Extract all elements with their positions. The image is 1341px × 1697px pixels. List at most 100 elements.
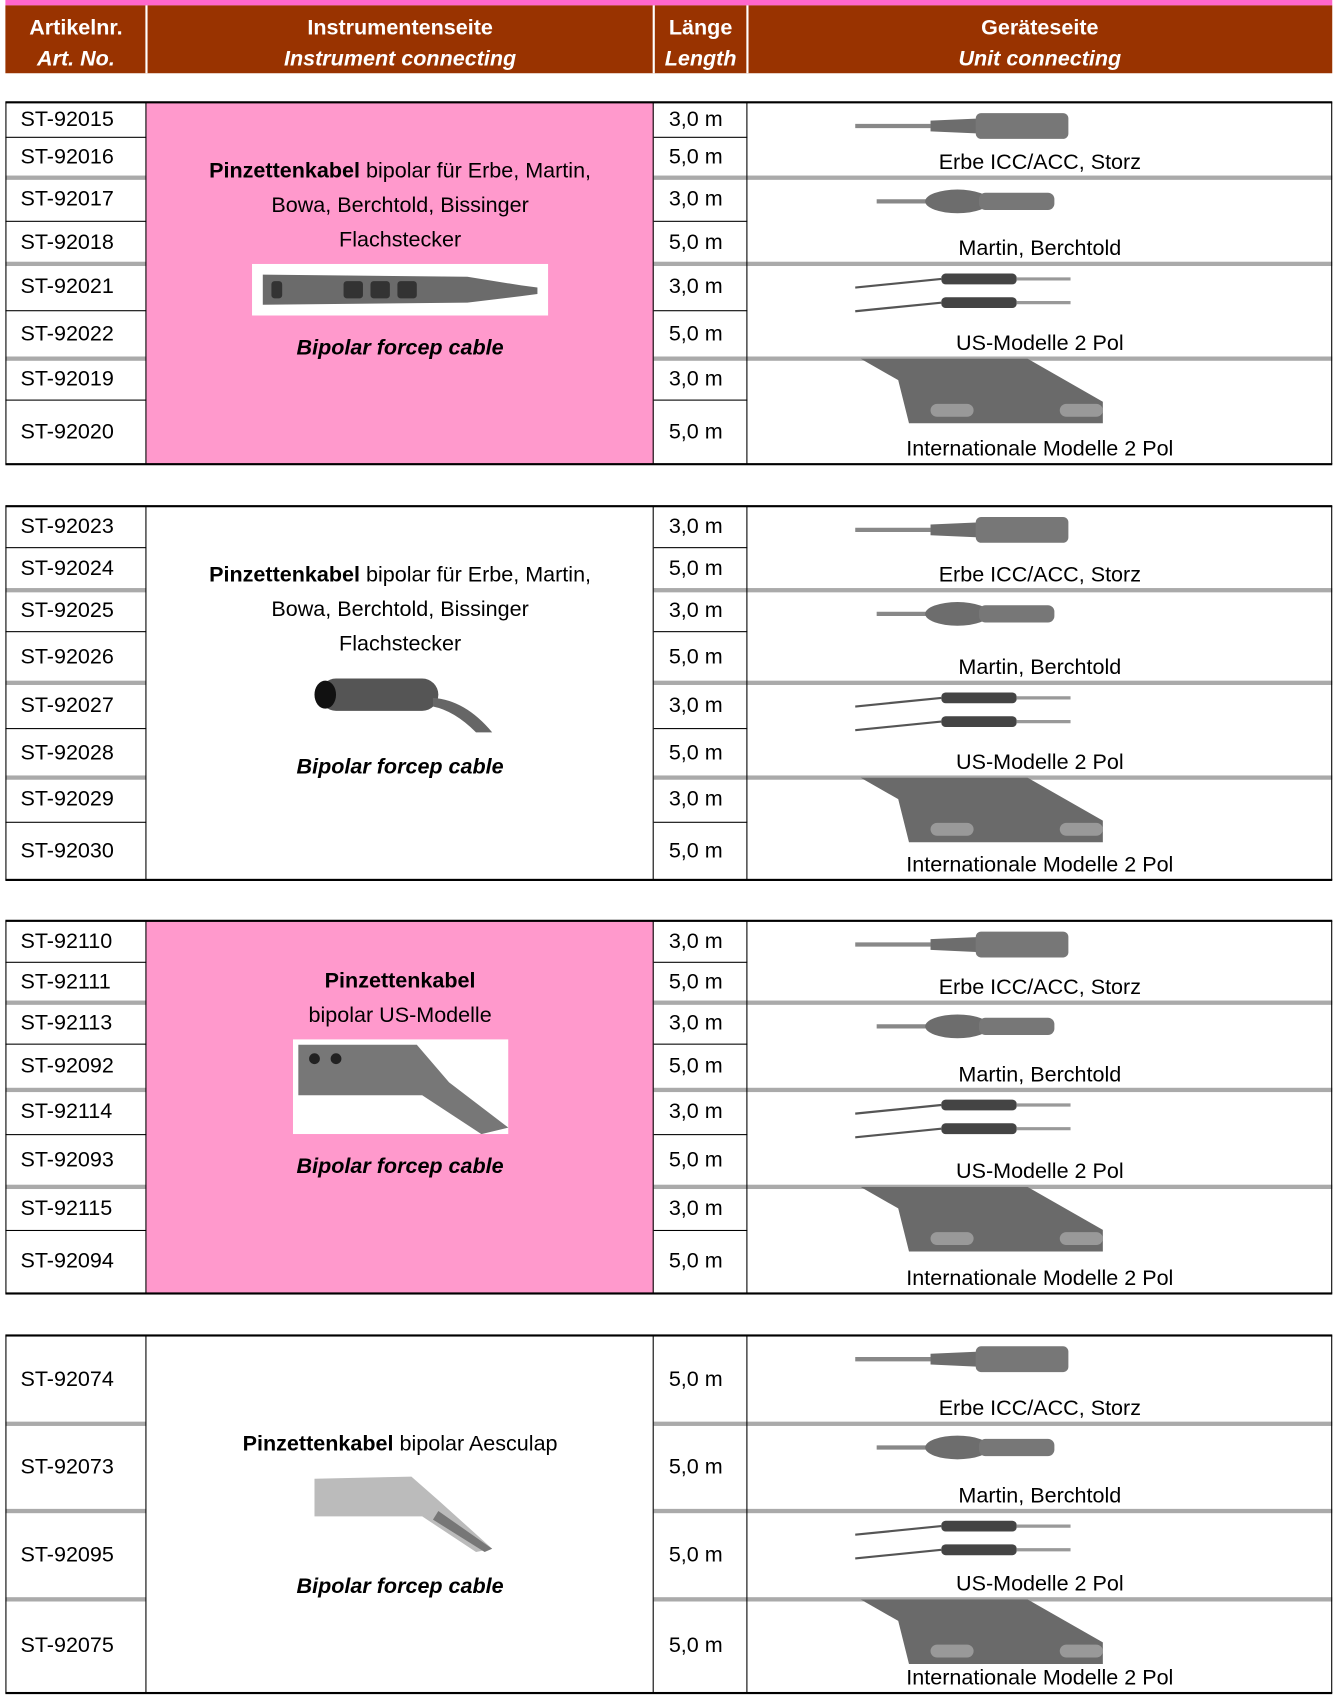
connector-cell: Martin, Berchtold bbox=[747, 590, 1332, 683]
picture-part bbox=[941, 1520, 1017, 1532]
description-line: Pinzettenkabel bipolar für Erbe, Martin, bbox=[146, 154, 653, 188]
picture-part bbox=[975, 516, 1069, 543]
article-cell: ST-92022 bbox=[5, 310, 146, 358]
header-de: Instrumentenseite bbox=[307, 16, 493, 40]
length-cell: 3,0 m bbox=[654, 1187, 748, 1230]
length: 5,0 m bbox=[668, 1542, 723, 1567]
length-cell: 5,0 m bbox=[654, 1134, 748, 1187]
connector-cell: Erbe ICC/ACC, Storz bbox=[747, 506, 1332, 590]
article-cell: ST-92092 bbox=[5, 1044, 146, 1090]
article-number: ST-92030 bbox=[20, 838, 114, 863]
length-cell: 5,0 m bbox=[654, 962, 748, 1003]
group-line bbox=[747, 1508, 1333, 1514]
row-line bbox=[5, 775, 147, 780]
picture bbox=[860, 1599, 1103, 1664]
description-text: bipolar für Erbe, Martin, bbox=[365, 159, 592, 184]
row-line bbox=[653, 961, 748, 963]
section-bottom bbox=[5, 463, 1333, 466]
header-en: Instrument connecting bbox=[284, 47, 517, 72]
length-cell: 3,0 m bbox=[654, 1003, 748, 1044]
column-line bbox=[652, 102, 654, 465]
picture-part bbox=[930, 118, 979, 134]
connector-cell: Internationale Modelle 2 Pol bbox=[747, 358, 1332, 465]
connector-label: Martin, Berchtold bbox=[958, 655, 1122, 680]
picture-part bbox=[313, 680, 336, 709]
article-number: ST-92115 bbox=[20, 1196, 113, 1220]
picture-part bbox=[860, 358, 1103, 424]
row-line bbox=[5, 821, 147, 823]
picture-part bbox=[308, 1053, 320, 1065]
article-cell: ST-92026 bbox=[5, 631, 146, 683]
caption: Bipolar forcep cable bbox=[296, 1574, 504, 1599]
connector-label: Internationale Modelle 2 Pol bbox=[906, 852, 1174, 877]
section-top bbox=[5, 505, 1333, 508]
connector-label: Erbe ICC/ACC, Storz bbox=[938, 563, 1141, 587]
row-line bbox=[5, 356, 147, 361]
picture-part bbox=[319, 678, 438, 711]
length: 5,0 m bbox=[668, 322, 723, 346]
row-line bbox=[5, 1421, 147, 1426]
article-number: ST-92015 bbox=[20, 107, 114, 131]
group-line bbox=[747, 588, 1333, 593]
article-cell: ST-92074 bbox=[5, 1335, 146, 1423]
connector-cell: US-Modelle 2 Pol bbox=[747, 1511, 1332, 1599]
article-cell: ST-92073 bbox=[5, 1424, 146, 1511]
article-cell: ST-92019 bbox=[5, 359, 146, 400]
picture-part bbox=[978, 1017, 1055, 1035]
column-line bbox=[145, 1335, 147, 1694]
row-line bbox=[5, 1043, 147, 1045]
description-text: Flachstecker bbox=[339, 228, 462, 253]
row-line bbox=[653, 1508, 748, 1514]
column-line bbox=[145, 506, 147, 880]
group-line bbox=[747, 175, 1333, 180]
length: 3,0 m bbox=[668, 514, 723, 538]
article-cell: ST-92024 bbox=[5, 547, 146, 590]
row-line bbox=[653, 356, 748, 361]
length: 3,0 m bbox=[668, 1099, 723, 1124]
connector-cell: Internationale Modelle 2 Pol bbox=[747, 1186, 1332, 1294]
picture-part bbox=[860, 1599, 1103, 1664]
connector-label: US-Modelle 2 Pol bbox=[956, 1572, 1124, 1597]
picture-part bbox=[925, 189, 990, 214]
description-line: Pinzettenkabel bbox=[146, 964, 653, 998]
column-line bbox=[145, 920, 147, 1294]
picture-part bbox=[930, 1644, 974, 1658]
description-line: Pinzettenkabel bipolar Aesculap bbox=[146, 1427, 653, 1461]
picture-part bbox=[855, 1548, 942, 1560]
column-line bbox=[652, 920, 654, 1294]
caption: Bipolar forcep cable bbox=[296, 754, 504, 779]
article-cell: ST-92028 bbox=[5, 728, 146, 778]
picture-part bbox=[370, 281, 390, 299]
length-cell: 5,0 m bbox=[654, 822, 748, 880]
length-cell: 5,0 m bbox=[654, 310, 748, 358]
section-left bbox=[5, 102, 7, 465]
group-line bbox=[747, 356, 1333, 361]
column-line bbox=[746, 920, 748, 1294]
row-line bbox=[653, 1087, 748, 1093]
row-line bbox=[5, 220, 147, 222]
connector-label: Erbe ICC/ACC, Storz bbox=[938, 1396, 1141, 1421]
picture bbox=[876, 602, 1055, 626]
row-line bbox=[5, 1508, 147, 1514]
column-line bbox=[652, 506, 654, 880]
connector-cell: Erbe ICC/ACC, Storz bbox=[747, 1335, 1332, 1423]
row-line bbox=[5, 961, 147, 963]
row-line bbox=[653, 136, 748, 138]
connector-label: Internationale Modelle 2 Pol bbox=[906, 1266, 1174, 1291]
article-number: ST-92023 bbox=[20, 514, 114, 538]
picture bbox=[855, 516, 1069, 543]
picture bbox=[855, 1520, 1071, 1560]
length: 5,0 m bbox=[668, 1367, 723, 1391]
header-en: Length bbox=[664, 47, 737, 72]
section-top bbox=[5, 101, 1333, 104]
header-accent bbox=[5, 0, 1333, 6]
picture-part bbox=[930, 822, 974, 836]
row-line bbox=[653, 1229, 748, 1231]
article-cell: ST-92027 bbox=[5, 683, 146, 728]
article-cell: ST-92023 bbox=[5, 506, 146, 547]
group-line bbox=[747, 680, 1333, 685]
length-cell: 5,0 m bbox=[654, 631, 748, 683]
picture bbox=[876, 189, 1055, 214]
picture-part bbox=[1059, 403, 1103, 417]
